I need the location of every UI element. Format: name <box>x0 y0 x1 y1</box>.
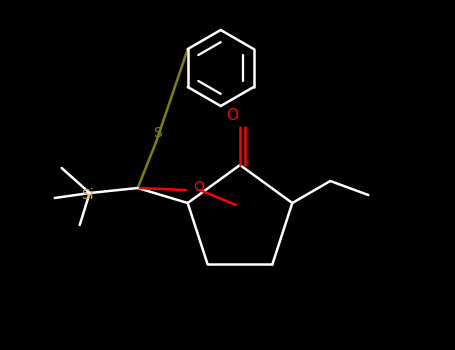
Text: O: O <box>194 180 205 194</box>
Text: O: O <box>226 107 238 122</box>
Text: Si: Si <box>81 188 94 202</box>
Text: S: S <box>153 126 162 140</box>
